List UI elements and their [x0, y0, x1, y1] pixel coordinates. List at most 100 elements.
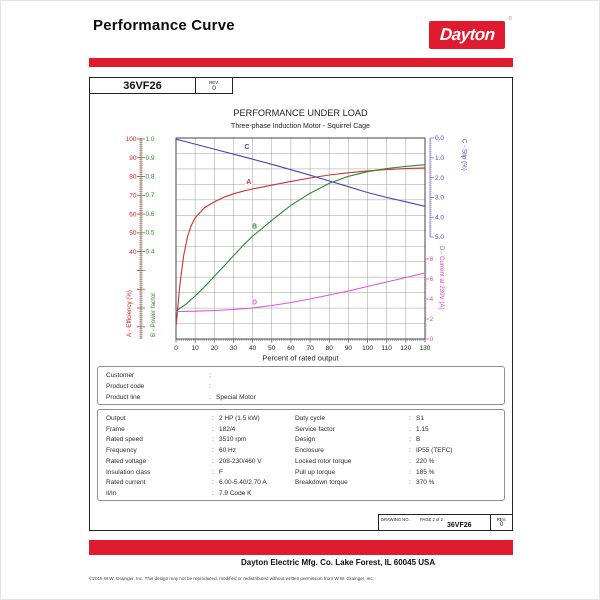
performance-chart: PERFORMANCE UNDER LOAD Three-phase Induct…	[126, 108, 468, 363]
curve-label-C: C	[244, 144, 249, 151]
page-title: Performance Curve	[93, 17, 235, 34]
svg-text:0.9: 0.9	[146, 155, 155, 162]
spec-row: Rated current:6.00-5.40/2.70 A	[106, 478, 294, 489]
spec-row-label: Design	[295, 436, 316, 444]
svg-text:0.5: 0.5	[146, 230, 155, 237]
separator: :	[409, 447, 411, 455]
svg-text:110: 110	[382, 345, 393, 352]
spec-row: Locked rotor torque:220 %	[295, 457, 500, 468]
spec-row-value: 182/4	[219, 425, 236, 433]
svg-text:A - Efficiency (%): A - Efficiency (%)	[126, 290, 133, 337]
main-border-box	[89, 77, 513, 531]
customer-row: Product line: Special Motor	[106, 392, 504, 403]
svg-text:4.0: 4.0	[435, 214, 444, 221]
drawing-info-box: DRAWING NO. PAGE 2 of 2 36VF26 REV. 0	[378, 514, 513, 531]
spec-row-value: 60 Hz	[219, 447, 236, 455]
svg-text:60: 60	[129, 211, 137, 218]
spec-row: Insulation class: F	[106, 468, 294, 479]
svg-text:8: 8	[430, 256, 434, 263]
spec-row-label: Frame	[106, 425, 125, 433]
svg-text:6: 6	[430, 276, 434, 283]
svg-text:3.0: 3.0	[435, 195, 444, 202]
drawing-rev-label: REV.	[496, 516, 507, 522]
separator: :	[409, 425, 411, 433]
svg-text:0.8: 0.8	[146, 174, 155, 181]
spec-row: Il/In:7.9 Code K	[106, 489, 294, 500]
spec-row-value: 6.00-5.40/2.70 A	[219, 479, 267, 487]
separator: :	[209, 383, 211, 390]
curve-label-A: A	[246, 179, 251, 186]
separator: :	[212, 457, 214, 465]
spec-row-value: 7.9 Code K	[219, 489, 252, 497]
separator: :	[409, 479, 411, 487]
customer-row: Customer:	[106, 370, 504, 381]
svg-text:80: 80	[129, 174, 137, 181]
separator: :	[212, 436, 214, 444]
svg-text:2: 2	[430, 316, 434, 323]
customer-row: Product code:	[106, 381, 504, 392]
spec-row-value: 2 HP (1.5 kW)	[219, 415, 260, 422]
separator: :	[409, 468, 411, 476]
spec-row: Breakdown torque:370 %	[295, 478, 500, 489]
customer-row-label: Product line	[106, 394, 141, 401]
footer-company-line: Dayton Electric Mfg. Co. Lake Forest, IL…	[241, 558, 436, 567]
spec-row: Rated voltage:208-230/460 V	[106, 457, 294, 468]
separator: :	[209, 394, 211, 401]
rev-value: 0	[212, 84, 216, 92]
customer-info-box: Customer: Product code: Product line: Speci…	[97, 366, 505, 405]
separator: :	[409, 436, 411, 444]
registered-trademark-icon: ®	[508, 16, 512, 22]
drawing-number-cell: DRAWING NO. PAGE 2 of 2 36VF26	[379, 515, 491, 530]
svg-text:90: 90	[129, 155, 137, 162]
spec-row-label: Locked rotor torque	[295, 457, 352, 465]
svg-text:100: 100	[362, 345, 373, 352]
separator: :	[212, 425, 214, 433]
page-indicator: PAGE 2 of 2	[420, 516, 443, 522]
part-number-cell: 36VF26	[89, 77, 196, 94]
spec-row-label: Pull up torque	[295, 468, 336, 476]
svg-text:100: 100	[126, 136, 137, 143]
specs-column-right: Duty cycle: S1 Service factor:1.15 Design: B…	[295, 414, 500, 489]
spec-row: Rated speed:3510 rpm	[106, 435, 294, 446]
rev-label: REV.	[208, 79, 220, 85]
svg-text:120: 120	[400, 345, 411, 352]
svg-text:50: 50	[129, 230, 137, 237]
svg-text:1.0: 1.0	[435, 155, 444, 162]
svg-text:5.0: 5.0	[435, 234, 444, 241]
svg-text:30: 30	[230, 345, 238, 352]
customer-row-label: Product code	[106, 383, 145, 390]
curve-label-D: D	[252, 300, 257, 307]
spec-row: Frame:182/4	[106, 425, 294, 436]
svg-text:4: 4	[430, 296, 434, 303]
separator: :	[212, 489, 214, 497]
separator: :	[212, 479, 214, 487]
spec-row-value: B	[416, 436, 421, 444]
svg-text:1.0: 1.0	[146, 136, 155, 143]
spec-row-label: Breakdown torque	[295, 479, 348, 487]
spec-row-value: IP55 (TEFC)	[416, 447, 453, 455]
drawing-rev-value: 0	[499, 521, 504, 528]
customer-row-value: Special Motor	[216, 394, 256, 401]
separator: :	[212, 415, 214, 422]
spec-row-label: Enclosure	[295, 447, 324, 455]
spec-row-label: Rated current	[106, 479, 146, 487]
spec-row-value: 220 %	[416, 457, 435, 465]
svg-text:90: 90	[345, 345, 353, 352]
spec-row-value: 370 %	[416, 479, 435, 487]
spec-row: Service factor:1.15	[295, 425, 500, 436]
curve-label-B: B	[252, 224, 257, 231]
svg-text:0: 0	[174, 345, 178, 352]
svg-text:70: 70	[306, 345, 314, 352]
curve-A	[175, 167, 426, 328]
spec-row-label: Rated voltage	[106, 457, 147, 465]
svg-text:40: 40	[129, 249, 137, 256]
drawing-no-label: DRAWING NO.	[381, 516, 410, 522]
svg-text:50: 50	[268, 345, 276, 352]
svg-text:60: 60	[287, 345, 295, 352]
spec-row: Duty cycle: S1	[295, 414, 500, 425]
drawing-rev-cell: REV. 0	[491, 515, 512, 530]
spec-row-label: Frequency	[106, 447, 137, 455]
svg-text:0.7: 0.7	[146, 192, 155, 199]
spec-row-label: Output	[106, 415, 126, 422]
